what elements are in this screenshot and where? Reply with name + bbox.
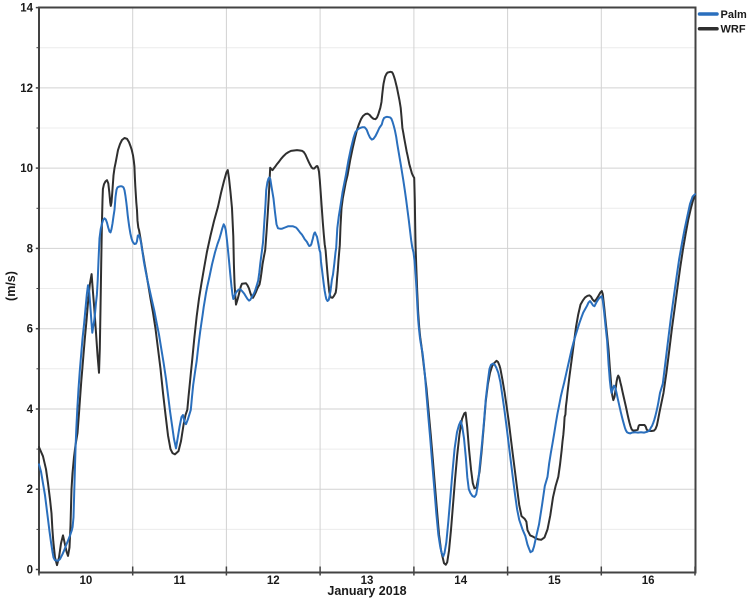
svg-text:11: 11 [174,575,187,587]
svg-text:15: 15 [548,575,561,587]
svg-text:8: 8 [27,243,34,255]
svg-text:January 2018: January 2018 [327,584,406,598]
svg-text:16: 16 [642,575,655,587]
svg-text:Palm: Palm [721,9,747,21]
svg-text:2: 2 [27,484,33,496]
svg-text:10: 10 [20,163,33,175]
svg-text:WRF: WRF [721,24,746,36]
svg-text:(m/s): (m/s) [4,271,18,301]
svg-text:10: 10 [80,575,93,587]
svg-text:14: 14 [20,3,33,15]
svg-text:12: 12 [267,575,280,587]
svg-text:12: 12 [20,83,33,95]
svg-text:6: 6 [27,324,33,336]
svg-text:0: 0 [27,565,33,577]
svg-text:4: 4 [27,404,34,416]
svg-text:14: 14 [454,575,467,587]
